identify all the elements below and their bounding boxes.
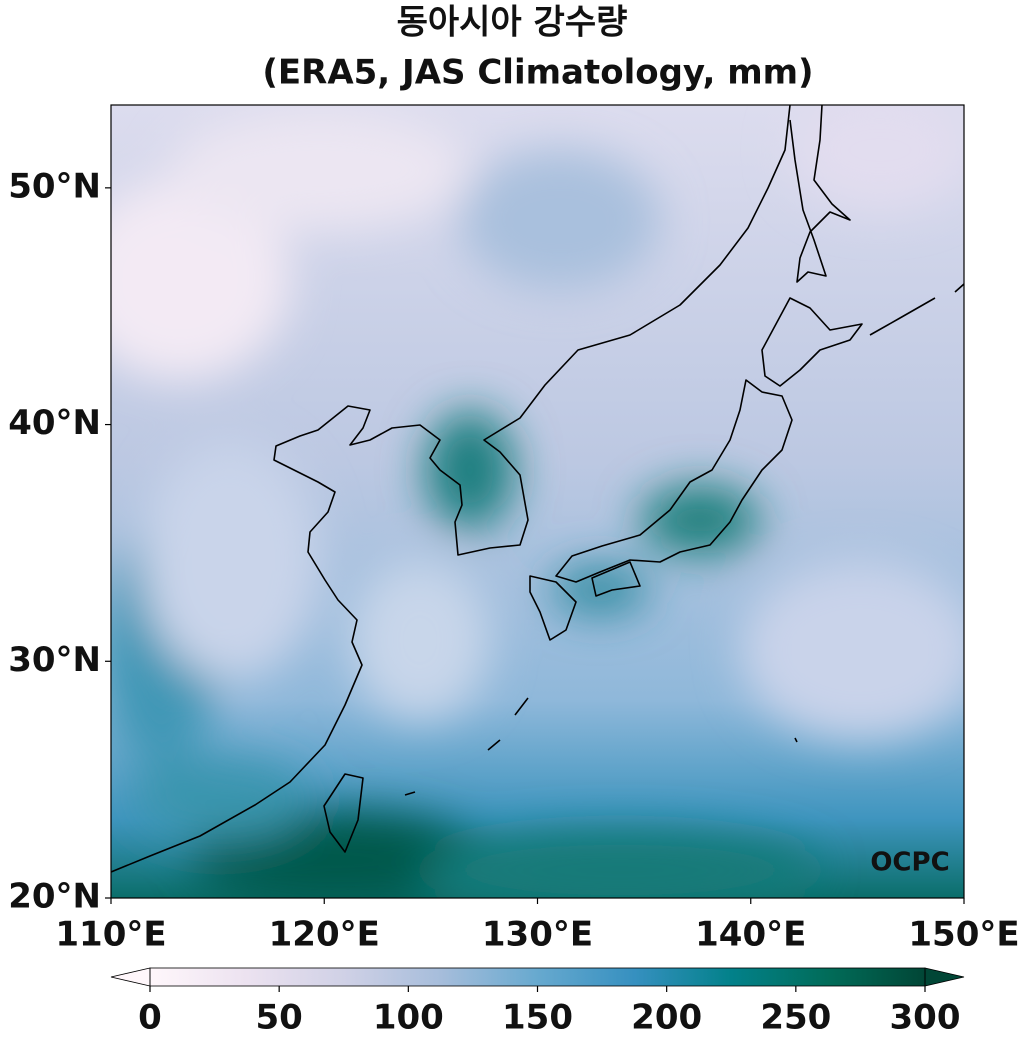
x-tick-label: 110°E — [55, 915, 166, 955]
y-tick-label: 20°N — [8, 877, 101, 917]
coastline-taiwan — [323, 773, 364, 853]
y-tick-label: 40°N — [8, 403, 101, 443]
coastline-kuril — [869, 283, 964, 336]
x-tick-label: 130°E — [482, 915, 593, 955]
x-tick-label: 120°E — [269, 915, 380, 955]
colorbar-extend-min — [110, 967, 151, 987]
y-tick-label: 50°N — [8, 166, 101, 206]
watermark: OCPC — [870, 848, 949, 878]
precip-shading — [111, 105, 964, 898]
coastline-ryukyu — [404, 697, 798, 796]
colorbar-tick-label: 0 — [138, 998, 162, 1038]
colorbar-tick-label: 100 — [373, 998, 444, 1038]
coastline-honshu — [555, 379, 793, 583]
colorbar-tick-label: 200 — [631, 998, 702, 1038]
coastline-hokkaido — [761, 297, 863, 387]
colorbar-tick-label: 50 — [256, 998, 303, 1038]
x-tick-label: 150°E — [908, 915, 1019, 955]
colorbar-tick-label: 150 — [502, 998, 573, 1038]
coastline-kyushu — [529, 575, 577, 641]
y-tick-label: 30°N — [8, 640, 101, 680]
title: 동아시아 강수량 — [397, 3, 628, 43]
colorbar-tick-label: 250 — [760, 998, 831, 1038]
colorbar-tick-label: 300 — [890, 998, 961, 1038]
map — [111, 105, 964, 898]
coastline-mainland — [111, 105, 791, 873]
colorbar — [150, 968, 925, 986]
colorbar-extend-max — [924, 967, 965, 987]
coastline-sakhalin — [789, 105, 851, 283]
coastline-shikoku — [591, 561, 641, 597]
subtitle: (ERA5, JAS Climatology, mm) — [262, 53, 813, 93]
x-tick-label: 140°E — [695, 915, 806, 955]
